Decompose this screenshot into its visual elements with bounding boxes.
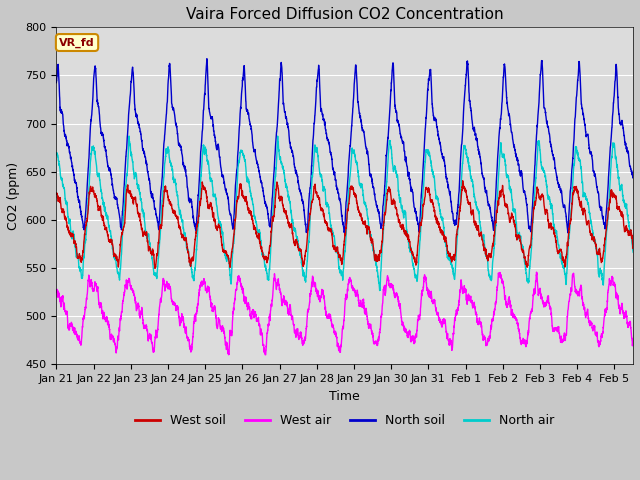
Title: Vaira Forced Diffusion CO2 Concentration: Vaira Forced Diffusion CO2 Concentration xyxy=(186,7,504,22)
X-axis label: Time: Time xyxy=(330,390,360,403)
Text: VR_fd: VR_fd xyxy=(60,37,95,48)
Y-axis label: CO2 (ppm): CO2 (ppm) xyxy=(7,162,20,230)
Legend: West soil, West air, North soil, North air: West soil, West air, North soil, North a… xyxy=(131,409,559,432)
